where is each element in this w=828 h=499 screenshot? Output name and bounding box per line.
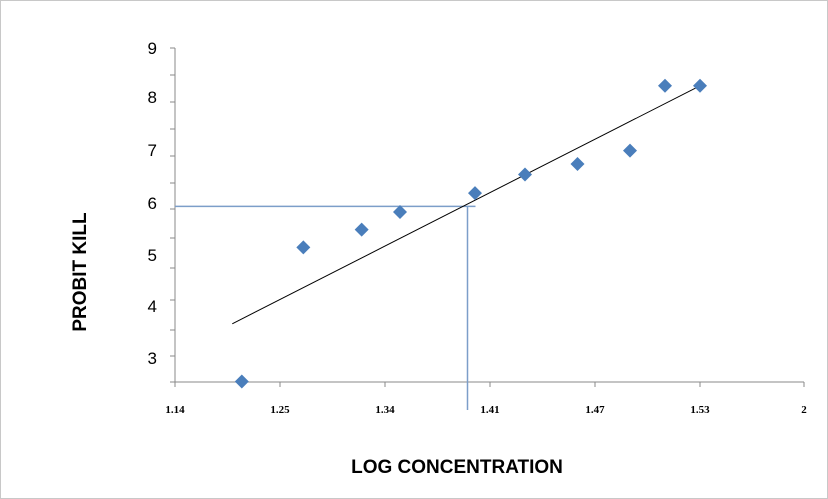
data-point xyxy=(693,78,707,93)
x-tick-label: 1.41 xyxy=(480,404,499,416)
trendline xyxy=(232,85,701,325)
y-tick-label: 5 xyxy=(148,246,157,265)
data-point xyxy=(234,374,249,389)
data-point xyxy=(393,204,407,219)
data-points xyxy=(234,78,707,389)
guide-lines xyxy=(175,205,476,410)
x-axis-title: LOG CONCENTRATION xyxy=(351,457,563,478)
x-tick-label: 1.47 xyxy=(585,404,605,416)
y-tick-label: 3 xyxy=(148,349,157,368)
data-point xyxy=(518,167,532,182)
data-point xyxy=(354,222,369,237)
axes xyxy=(174,48,804,383)
data-point xyxy=(468,186,482,201)
x-tick-label: 2 xyxy=(801,404,807,416)
trendline-group xyxy=(232,85,701,325)
data-point xyxy=(296,240,311,255)
x-tick-group: 1.14 1.25 1.34 1.41 1.47 1.53 2 xyxy=(165,382,807,416)
y-tick-label: 6 xyxy=(148,194,157,213)
x-tick-label: 1.53 xyxy=(690,404,710,416)
data-point xyxy=(623,143,637,158)
y-tick-label: 8 xyxy=(148,88,157,107)
x-tick-label: 1.14 xyxy=(165,404,185,416)
data-point xyxy=(658,78,672,93)
x-tick-label: 1.25 xyxy=(270,404,290,416)
y-tick-label: 4 xyxy=(148,297,157,316)
y-axis-title: PROBIT KILL xyxy=(70,212,91,332)
y-tick-label: 9 xyxy=(148,39,157,58)
x-tick-label: 1.34 xyxy=(375,404,395,416)
y-tick-group: 3 4 5 6 7 8 9 xyxy=(148,39,175,383)
y-tick-label: 7 xyxy=(148,141,157,160)
data-point xyxy=(570,156,585,171)
